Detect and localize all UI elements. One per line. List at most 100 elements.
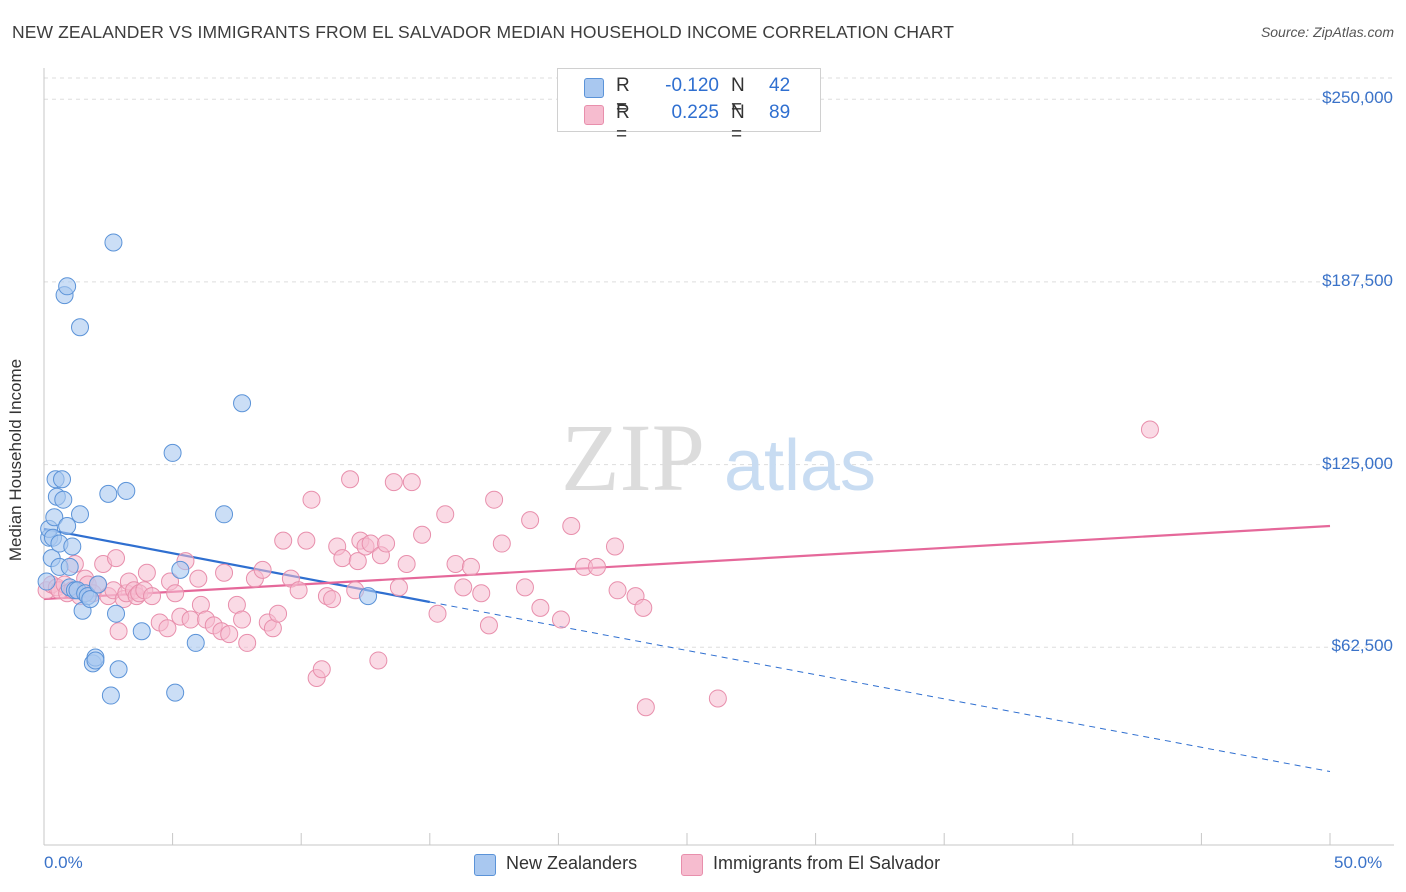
data-point-el-salvador [233, 610, 252, 629]
data-point-el-salvador [608, 581, 627, 600]
data-point-el-salvador [269, 604, 288, 623]
data-point-el-salvador [605, 537, 624, 556]
watermark-zip: ZIP [561, 404, 705, 511]
data-point-el-salvador [302, 490, 321, 509]
legend-n-label: N = [731, 75, 745, 118]
data-point-el-salvador [428, 604, 447, 623]
data-point-el-salvador [636, 698, 655, 717]
data-point-new-zealanders [58, 277, 77, 296]
data-point-el-salvador [137, 563, 156, 582]
x-tick-label-max: 50.0% [1334, 853, 1383, 872]
data-point-el-salvador [189, 569, 208, 588]
bottom-legend-label: New Zealanders [506, 853, 638, 873]
data-point-el-salvador [158, 619, 177, 638]
data-point-el-salvador [377, 534, 396, 553]
data-point-el-salvador [485, 490, 504, 509]
legend-swatch-blue [584, 78, 604, 98]
y-tick-label: $250,000 [1322, 88, 1393, 108]
data-point-new-zealanders [186, 633, 205, 652]
data-point-el-salvador [551, 610, 570, 629]
data-point-new-zealanders [37, 572, 56, 591]
bottom-legend-swatch-blue [474, 854, 496, 876]
data-point-new-zealanders [104, 233, 123, 252]
data-point-new-zealanders [53, 470, 72, 489]
data-point-el-salvador [333, 549, 352, 568]
data-point-el-salvador [297, 531, 316, 550]
data-point-el-salvador [107, 549, 126, 568]
trend-line-new-zealanders-extrapolated [429, 601, 1331, 773]
data-point-new-zealanders [166, 683, 185, 702]
legend-n-value: 42 [769, 75, 791, 96]
chart-title: NEW ZEALANDER VS IMMIGRANTS FROM EL SALV… [12, 22, 955, 42]
data-point-el-salvador [479, 616, 498, 635]
data-point-el-salvador [384, 473, 403, 492]
data-point-new-zealanders [45, 508, 64, 527]
data-point-el-salvador [454, 578, 473, 597]
data-point-new-zealanders [109, 660, 128, 679]
grid-lines [44, 77, 1394, 648]
data-point-new-zealanders [89, 575, 108, 594]
data-point-el-salvador [289, 581, 308, 600]
data-point-el-salvador [253, 560, 272, 579]
bottom-legend-swatch-pink [681, 854, 703, 876]
data-point-el-salvador [341, 470, 360, 489]
data-point-el-salvador [634, 598, 653, 617]
series-new-zealanders [37, 233, 378, 705]
x-tick-label-min: 0.0% [44, 853, 83, 872]
data-point-new-zealanders [71, 505, 90, 524]
data-point-el-salvador [215, 563, 234, 582]
correlation-legend: R = -0.120 N = 42 R = 0.225 N = 89 [557, 68, 821, 145]
data-point-new-zealanders [132, 622, 151, 641]
legend-r-label: R = [616, 75, 630, 118]
data-point-new-zealanders [215, 505, 234, 524]
data-point-el-salvador [238, 633, 257, 652]
data-point-el-salvador [531, 598, 550, 617]
data-point-el-salvador [413, 525, 432, 544]
data-point-new-zealanders [117, 481, 136, 500]
data-point-el-salvador [389, 578, 408, 597]
data-point-el-salvador [515, 578, 534, 597]
watermark: ZIP atlas [561, 404, 876, 511]
data-point-el-salvador [181, 610, 200, 629]
data-point-new-zealanders [58, 517, 77, 535]
data-point-el-salvador [397, 555, 416, 573]
data-point-el-salvador [369, 651, 388, 670]
data-point-new-zealanders [101, 686, 120, 705]
data-point-new-zealanders [99, 484, 118, 503]
axes [43, 68, 1394, 846]
data-point-el-salvador [472, 584, 491, 603]
data-point-el-salvador [562, 517, 581, 535]
trend-lines [43, 524, 1331, 773]
data-point-el-salvador [461, 557, 480, 576]
data-point-new-zealanders [163, 443, 182, 462]
y-tick-label: $187,500 [1322, 270, 1393, 290]
y-axis-label: Median Household Income [6, 358, 25, 562]
data-point-new-zealanders [60, 557, 79, 576]
data-point-el-salvador [348, 552, 367, 571]
data-point-el-salvador [446, 555, 465, 573]
series-immigrants-el-salvador [37, 420, 1159, 717]
data-point-el-salvador [587, 557, 606, 576]
data-point-new-zealanders [81, 590, 100, 609]
bottom-legend-label: Immigrants from El Salvador [713, 853, 941, 873]
data-point-new-zealanders [107, 604, 126, 623]
source-label: Source: ZipAtlas.com [1260, 24, 1394, 40]
data-point-new-zealanders [63, 537, 82, 556]
data-point-new-zealanders [71, 318, 90, 337]
data-point-new-zealanders [86, 651, 105, 670]
data-point-el-salvador [109, 622, 128, 641]
data-point-el-salvador [402, 473, 421, 492]
data-point-el-salvador [708, 689, 727, 708]
legend-swatch-pink [584, 105, 604, 125]
legend-r-value: 0.225 [671, 102, 719, 123]
legend-r-label: R = [616, 102, 630, 145]
data-point-el-salvador [492, 534, 511, 553]
watermark-atlas: atlas [724, 426, 876, 506]
data-point-el-salvador [312, 660, 331, 679]
data-point-el-salvador [323, 590, 342, 609]
data-point-new-zealanders [171, 560, 190, 579]
data-point-el-salvador [436, 505, 455, 524]
data-point-new-zealanders [233, 394, 252, 413]
data-point-el-salvador [521, 511, 540, 530]
